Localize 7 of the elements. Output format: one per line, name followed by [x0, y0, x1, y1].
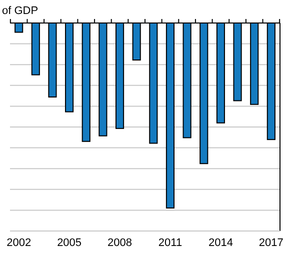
x-tick-label: 2017 — [258, 237, 284, 250]
x-tick-label: 2008 — [108, 237, 132, 250]
x-tick-label: 2011 — [158, 237, 182, 250]
x-tick-label: 2002 — [6, 237, 32, 250]
chart-title: of GDP — [2, 5, 38, 17]
x-tick-label: 2005 — [57, 237, 82, 250]
x-tick-label: 2014 — [208, 237, 233, 250]
